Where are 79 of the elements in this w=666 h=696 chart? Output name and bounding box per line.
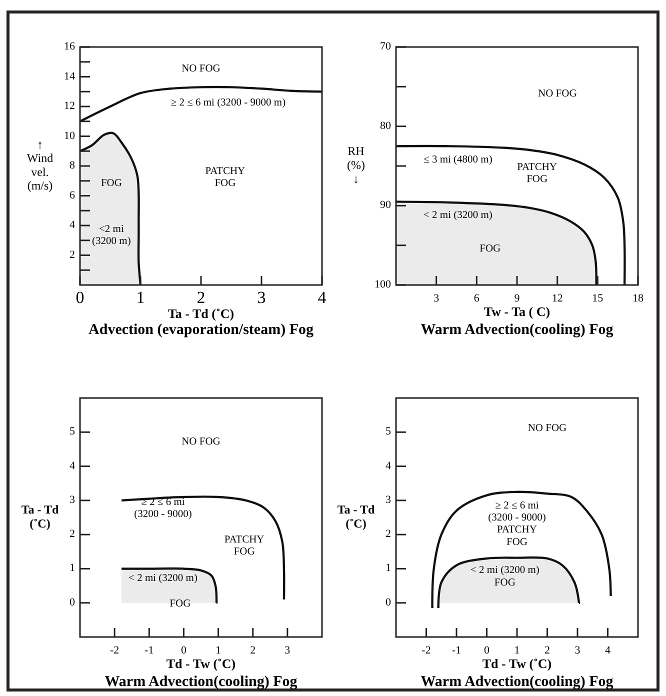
y-tick-label: 0 (70, 596, 76, 608)
y-tick-label: 80 (380, 120, 392, 132)
y-axis-title: RH (%) ↓ (347, 144, 365, 186)
y-tick-label: 10 (64, 130, 76, 142)
text: Warm Advection(cooling) Fog (420, 674, 614, 690)
y-axis-title: ↑ Wind vel. (m/s) (26, 137, 54, 192)
text: Advection (evaporation/steam) Fog (88, 322, 314, 338)
x-tick-label: 3 (257, 288, 266, 307)
y-tick-label: 1 (386, 562, 391, 574)
y-tick-label: 100 (374, 278, 392, 291)
x-axis-title: Ta - Td (˚C) (168, 306, 234, 321)
annotation: ≥ 2 ≤ 6 mi (3200 - 9000) (134, 497, 192, 520)
annotation: PATCHY FOG (517, 162, 558, 186)
y-tick-label: 12 (64, 100, 75, 112)
line-series (78, 86, 324, 122)
x-tick-label: 1 (136, 288, 145, 307)
x-tick-label: -1 (144, 644, 154, 657)
y-tick-label: 70 (380, 40, 392, 53)
x-tick-label: 0 (180, 644, 187, 657)
y-tick-label: 4 (386, 460, 392, 472)
y-tick-label: 6 (70, 189, 76, 202)
annotation: NO FOG (182, 436, 221, 448)
y-tick-label: 8 (70, 160, 76, 172)
y-tick-label: 0 (386, 596, 392, 608)
y-tick-label: 2 (70, 248, 75, 261)
x-tick-label: 12 (552, 292, 563, 305)
x-tick-label: -1 (452, 644, 462, 657)
y-tick-label: 14 (64, 70, 76, 82)
y-tick-label: 3 (70, 494, 76, 506)
x-tick-label: 3 (574, 644, 581, 657)
x-tick-label: 2 (544, 644, 550, 657)
annotation: NO FOG (182, 64, 221, 75)
y-axis-title: Ta - Td (˚C) (21, 502, 60, 530)
annotation: FOG (480, 244, 502, 255)
x-tick-label: 2 (196, 288, 206, 307)
x-tick-label: 1 (514, 644, 520, 657)
x-tick-label: 0 (484, 644, 490, 657)
x-axis-title: Td - Tw (˚C) (482, 656, 552, 671)
annotation: FOG (100, 178, 122, 190)
y-axis-title: Ta - Td (˚C) (337, 502, 376, 530)
y-tick-label: 2 (70, 528, 75, 540)
annotation: <2 mi (3200 m) (92, 224, 132, 248)
annotation: ≥ 2 ≤ 6 mi (3200 - 9000) PATCHY FOG (488, 500, 546, 548)
x-tick-label: 4 (605, 644, 611, 657)
x-tick-label: 3 (284, 644, 291, 657)
x-tick-label: 6 (474, 292, 480, 305)
x-tick-label: -2 (110, 644, 120, 657)
annotation: PATCHY FOG (205, 166, 246, 190)
x-tick-label: -2 (422, 644, 431, 657)
x-tick-label: 4 (318, 288, 327, 307)
annotation: < 2 mi (3200 m) FOG (470, 566, 540, 589)
text: Warm Advection(cooling) Fog (420, 322, 614, 338)
annotation: NO FOG (528, 423, 568, 434)
y-tick-label: 3 (386, 494, 392, 506)
annotation: < 2 mi (3200 m) (128, 573, 198, 584)
x-tick-label: 9 (514, 292, 520, 305)
x-axis-title: Td - Tw (˚C) (166, 656, 236, 671)
annotation: FOG (170, 598, 192, 610)
line-series (394, 144, 626, 286)
x-tick-label: 18 (632, 292, 644, 305)
annotation: ≤ 3 mi (4800 m) (424, 154, 493, 166)
y-tick-label: 90 (380, 199, 392, 212)
x-tick-label: 15 (592, 292, 604, 305)
y-tick-label: 5 (386, 426, 392, 438)
y-tick-label: 2 (386, 528, 391, 540)
annotation: ≥ 2 ≤ 6 mi (3200 - 9000 m) (170, 98, 286, 109)
y-tick-label: 16 (64, 40, 76, 53)
y-tick-label: 4 (70, 460, 76, 472)
y-tick-label: 1 (70, 562, 75, 574)
annotation: < 2 mi (3200 m) (423, 210, 493, 222)
y-tick-label: 4 (70, 219, 76, 232)
annotation: NO FOG (538, 89, 578, 100)
x-axis-title: Tw - Ta ( C) (484, 304, 550, 319)
text: Warm Advection(cooling) Fog (104, 674, 298, 690)
y-tick-label: 5 (70, 426, 76, 438)
x-tick-label: 3 (434, 292, 440, 305)
annotation: PATCHY FOG (224, 534, 265, 558)
x-tick-label: 2 (250, 644, 256, 657)
x-tick-label: 1 (216, 644, 222, 657)
